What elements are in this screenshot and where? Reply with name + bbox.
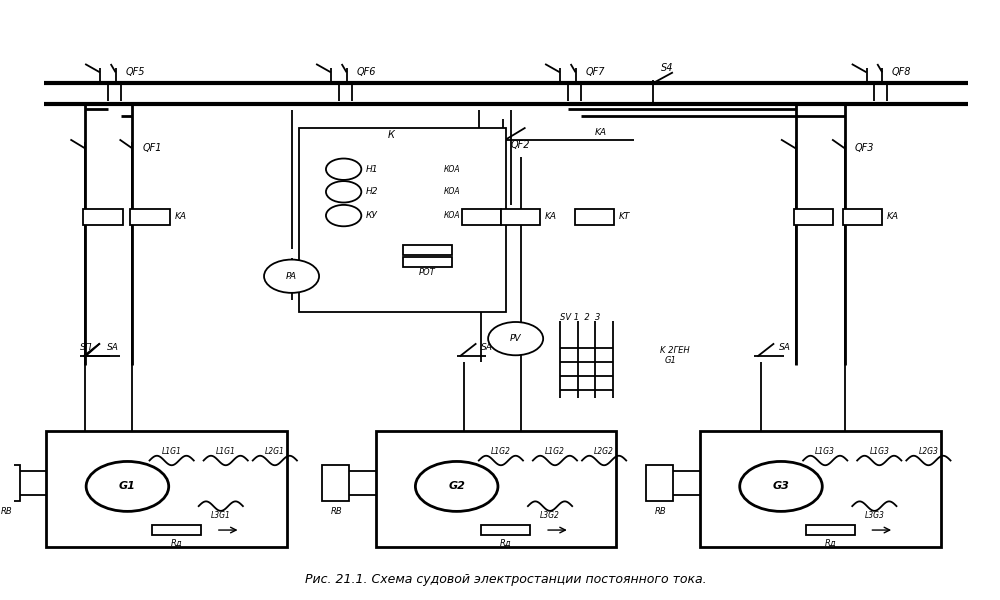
Bar	[646, 465, 673, 501]
Text: QF7: QF7	[585, 67, 605, 77]
Text: КУ: КУ	[365, 211, 377, 220]
Text: L3G2: L3G2	[540, 511, 560, 520]
Text: L1G3: L1G3	[869, 447, 889, 456]
Text: Rд: Rд	[171, 539, 182, 548]
Text: RB: RB	[330, 507, 342, 516]
Bar	[462, 209, 501, 224]
Text: L2G2: L2G2	[594, 447, 614, 456]
Text: K 2ГЕН: K 2ГЕН	[660, 346, 690, 355]
Circle shape	[86, 461, 169, 511]
Bar	[700, 431, 941, 547]
Text: KA: KA	[175, 212, 187, 221]
Text: G1: G1	[665, 356, 677, 365]
Text: L1G2: L1G2	[491, 447, 511, 456]
Text: L1G3: L1G3	[815, 447, 835, 456]
Text: L2G1: L2G1	[265, 447, 285, 456]
Text: L3G3: L3G3	[864, 511, 884, 520]
Text: РОТ: РОТ	[419, 268, 436, 277]
Text: SП: SП	[80, 343, 93, 352]
Text: КОА: КОА	[444, 211, 461, 220]
Text: Н1: Н1	[365, 165, 378, 174]
Circle shape	[488, 322, 543, 355]
Text: L3G1: L3G1	[211, 511, 231, 520]
Text: SA: SA	[779, 343, 791, 352]
Bar	[843, 209, 882, 224]
Text: SA: SA	[107, 343, 119, 352]
Text: S4: S4	[661, 62, 674, 73]
Text: L1G1: L1G1	[162, 447, 182, 456]
Bar	[501, 209, 540, 224]
Text: PV: PV	[510, 334, 521, 343]
Circle shape	[326, 205, 361, 226]
Bar	[152, 525, 201, 535]
Text: KA: KA	[594, 128, 606, 137]
Text: PA: PA	[286, 272, 297, 281]
Circle shape	[326, 181, 361, 203]
Text: L1G2: L1G2	[545, 447, 565, 456]
Text: G3: G3	[773, 481, 789, 491]
Circle shape	[264, 260, 319, 293]
Text: QF1: QF1	[142, 143, 162, 154]
Text: SA: SA	[481, 343, 493, 352]
Bar	[130, 209, 170, 224]
Text: Rд: Rд	[500, 539, 512, 548]
Bar	[403, 245, 452, 256]
Text: G2: G2	[448, 481, 465, 491]
Text: KA: KA	[887, 212, 899, 221]
Text: RB: RB	[1, 507, 13, 516]
Text: QF2: QF2	[511, 140, 530, 151]
Text: Rд: Rд	[824, 539, 836, 548]
Bar	[0, 465, 20, 501]
Bar	[806, 525, 855, 535]
Bar	[575, 209, 614, 224]
Bar	[322, 465, 349, 501]
Bar	[403, 257, 452, 268]
Circle shape	[740, 461, 822, 511]
Circle shape	[415, 461, 498, 511]
Text: QF6: QF6	[356, 67, 376, 77]
Bar	[299, 128, 506, 312]
Text: SV 1  2  3: SV 1 2 3	[560, 313, 600, 322]
Text: QF5: QF5	[125, 67, 145, 77]
Bar	[83, 209, 123, 224]
Text: QF3: QF3	[855, 143, 874, 154]
Text: L2G3: L2G3	[918, 447, 938, 456]
Text: G1: G1	[119, 481, 136, 491]
Text: KA: KA	[545, 212, 557, 221]
Text: L1G1: L1G1	[216, 447, 236, 456]
Text: Н2: Н2	[365, 187, 378, 196]
Text: KT: KT	[619, 212, 630, 221]
Text: RB: RB	[655, 507, 666, 516]
Bar	[481, 525, 530, 535]
Text: КОА: КОА	[444, 165, 461, 174]
Text: КОА: КОА	[444, 187, 461, 196]
Text: К: К	[388, 130, 395, 140]
Bar	[794, 209, 833, 224]
Circle shape	[326, 158, 361, 180]
Text: QF8: QF8	[892, 67, 912, 77]
Text: Рис. 21.1. Схема судовой электростанции постоянного тока.: Рис. 21.1. Схема судовой электростанции …	[305, 573, 707, 586]
Bar	[376, 431, 616, 547]
Bar	[46, 431, 287, 547]
